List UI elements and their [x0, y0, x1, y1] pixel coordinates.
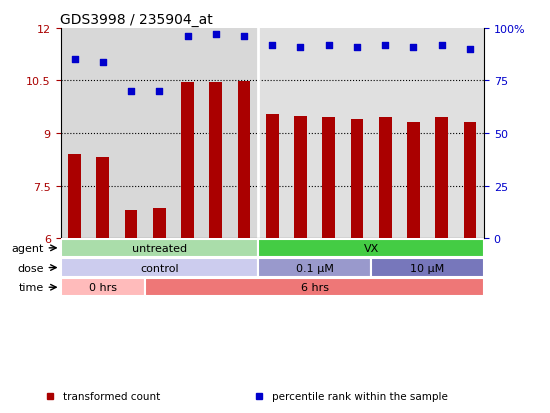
Text: dose: dose	[17, 263, 43, 273]
Text: VX: VX	[364, 243, 379, 253]
Bar	[287, 29, 315, 238]
Bar	[456, 29, 484, 238]
Bar	[322, 118, 335, 238]
Point	[409, 45, 418, 51]
Point	[240, 34, 249, 40]
Point	[126, 88, 135, 95]
Bar	[125, 211, 138, 238]
Bar	[117, 29, 145, 238]
Bar	[315, 29, 343, 238]
Bar	[464, 123, 476, 238]
Bar	[89, 29, 117, 238]
Bar	[60, 259, 258, 277]
Text: percentile rank within the sample: percentile rank within the sample	[272, 391, 448, 401]
Point	[296, 45, 305, 51]
Bar	[407, 123, 420, 238]
Bar	[435, 118, 448, 238]
Point	[465, 47, 474, 53]
Point	[381, 43, 389, 49]
Point	[155, 88, 164, 95]
Bar	[379, 118, 392, 238]
Text: time: time	[18, 282, 43, 292]
Point	[183, 34, 192, 40]
Bar	[266, 114, 279, 238]
Bar	[153, 209, 166, 238]
Bar	[371, 259, 484, 277]
Point	[268, 43, 277, 49]
Point	[98, 59, 107, 66]
Bar	[181, 83, 194, 238]
Bar	[343, 29, 371, 238]
Bar	[145, 29, 173, 238]
Text: 6 hrs: 6 hrs	[301, 282, 328, 292]
Point	[70, 57, 79, 64]
Bar	[294, 117, 307, 238]
Bar	[60, 278, 145, 297]
Text: 10 μM: 10 μM	[410, 263, 444, 273]
Bar	[350, 120, 364, 238]
Bar	[60, 239, 258, 257]
Bar	[230, 29, 258, 238]
Text: transformed count: transformed count	[63, 391, 161, 401]
Text: GDS3998 / 235904_at: GDS3998 / 235904_at	[60, 12, 213, 26]
Text: 0 hrs: 0 hrs	[89, 282, 117, 292]
Point	[324, 43, 333, 49]
Bar	[173, 29, 202, 238]
Point	[211, 32, 220, 38]
Text: 0.1 μM: 0.1 μM	[296, 263, 333, 273]
Bar	[399, 29, 427, 238]
Text: untreated: untreated	[132, 243, 187, 253]
Bar	[258, 29, 287, 238]
Bar	[60, 29, 89, 238]
Bar	[96, 158, 109, 238]
Bar	[210, 83, 222, 238]
Bar	[258, 239, 484, 257]
Bar	[202, 29, 230, 238]
Bar	[145, 278, 484, 297]
Bar	[68, 154, 81, 238]
Text: control: control	[140, 263, 179, 273]
Bar	[238, 82, 250, 238]
Bar	[258, 259, 371, 277]
Bar	[371, 29, 399, 238]
Text: agent: agent	[11, 243, 43, 253]
Point	[353, 45, 361, 51]
Point	[437, 43, 446, 49]
Bar	[427, 29, 456, 238]
